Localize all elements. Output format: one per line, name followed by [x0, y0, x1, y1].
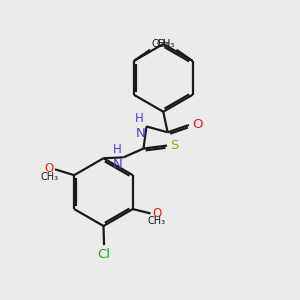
- Text: CH₃: CH₃: [157, 39, 175, 49]
- Text: O: O: [152, 207, 161, 220]
- Text: O: O: [192, 118, 203, 131]
- Text: CH₃: CH₃: [151, 39, 170, 49]
- Text: N: N: [136, 127, 146, 140]
- Text: CH₃: CH₃: [148, 216, 166, 226]
- Text: N: N: [113, 158, 123, 171]
- Text: H: H: [112, 143, 121, 156]
- Text: Cl: Cl: [98, 248, 111, 261]
- Text: S: S: [171, 139, 179, 152]
- Text: CH₃: CH₃: [40, 172, 58, 182]
- Text: O: O: [44, 162, 53, 175]
- Text: H: H: [135, 112, 144, 125]
